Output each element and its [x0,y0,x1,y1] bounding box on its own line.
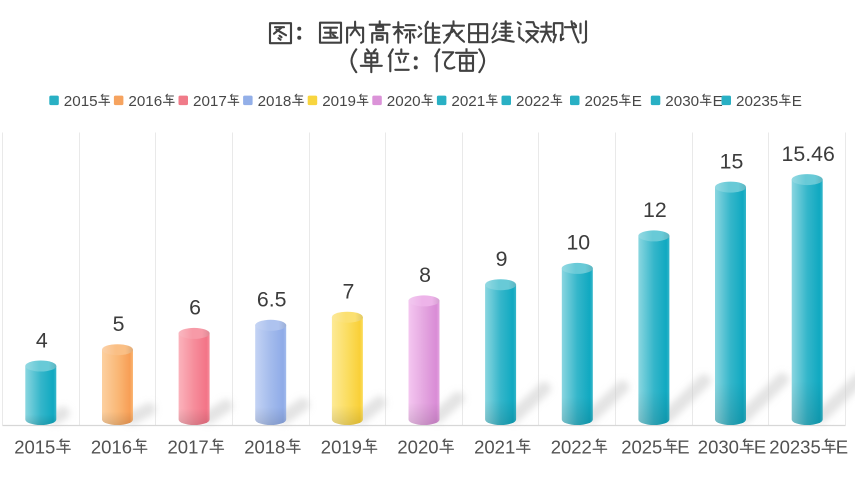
svg-text:2020: 2020 [387,93,421,110]
svg-text:E: E [632,93,642,110]
svg-text:2020: 2020 [397,436,438,457]
svg-text:10: 10 [566,231,590,255]
svg-text:2021: 2021 [451,93,485,110]
svg-text:E: E [754,436,766,457]
svg-text:20235: 20235 [769,436,820,457]
svg-text:2018: 2018 [258,93,292,110]
svg-text:2019: 2019 [322,93,356,110]
svg-text:15.46: 15.46 [782,142,835,166]
svg-text:7: 7 [342,280,354,304]
svg-text:2016: 2016 [91,436,132,457]
svg-text:2015: 2015 [14,436,55,457]
svg-text:2016: 2016 [128,93,162,110]
svg-text:2022: 2022 [516,93,550,110]
svg-text:2030: 2030 [698,436,739,457]
svg-text:2022: 2022 [551,436,592,457]
svg-text:4: 4 [36,328,48,352]
svg-text:2017: 2017 [168,436,209,457]
svg-text:5: 5 [113,312,125,336]
svg-text:12: 12 [643,198,667,222]
svg-text:6: 6 [189,296,201,320]
svg-text:2018: 2018 [244,436,285,457]
svg-text:2021: 2021 [474,436,515,457]
svg-text:2017: 2017 [193,93,227,110]
svg-text:2030: 2030 [665,93,699,110]
svg-text:6.5: 6.5 [257,288,287,312]
svg-text:9: 9 [496,247,508,271]
svg-text:2025: 2025 [585,93,619,110]
svg-text:15: 15 [720,149,744,173]
svg-text:E: E [836,436,848,457]
svg-text:E: E [792,93,802,110]
svg-text:20235: 20235 [736,93,778,110]
svg-text:8: 8 [419,263,431,287]
svg-text:2015: 2015 [64,93,98,110]
svg-text:2019: 2019 [321,436,362,457]
svg-text:E: E [677,436,689,457]
svg-text:2025: 2025 [621,436,662,457]
svg-text:E: E [713,93,723,110]
